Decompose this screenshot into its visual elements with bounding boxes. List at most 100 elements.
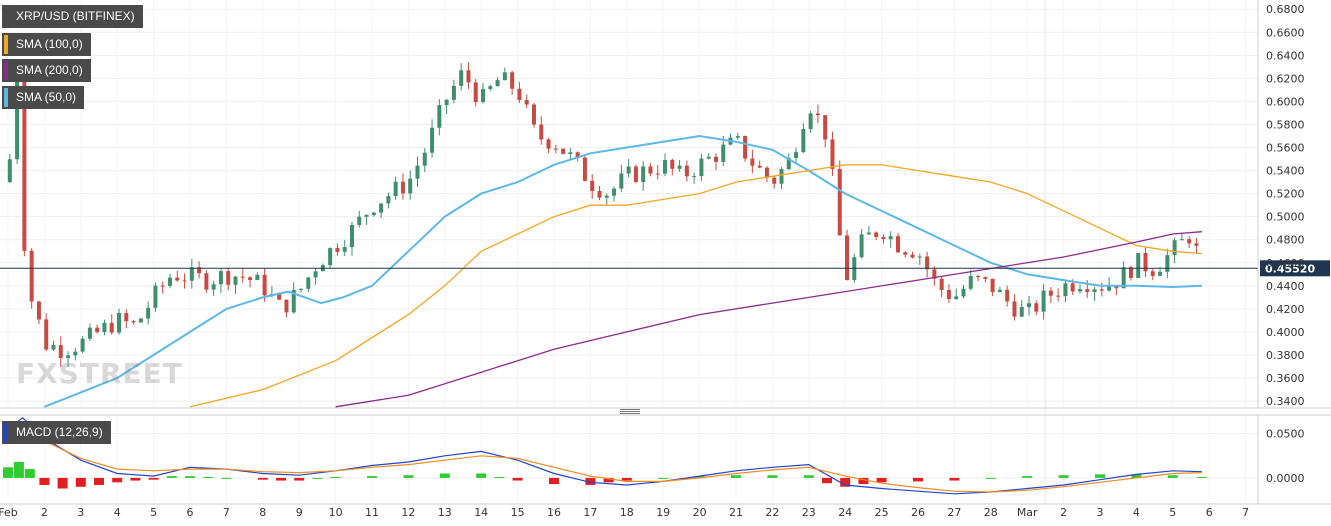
candle-body bbox=[750, 158, 755, 166]
x-tick-label: 3 bbox=[1097, 506, 1104, 519]
candle-body bbox=[95, 327, 100, 333]
y-tick-label: 0.5800 bbox=[1266, 118, 1305, 131]
candle-body bbox=[604, 195, 609, 198]
macd-histogram-bar bbox=[1058, 475, 1069, 478]
candle-body bbox=[626, 166, 631, 174]
candle-body bbox=[961, 288, 966, 297]
candle-body bbox=[932, 269, 937, 279]
candle-body bbox=[364, 214, 369, 217]
candle-body bbox=[619, 173, 624, 189]
candle-body bbox=[400, 181, 405, 194]
macd-histogram-bar bbox=[585, 477, 596, 485]
candle-body bbox=[823, 115, 828, 140]
candle-body bbox=[459, 70, 464, 86]
candle-body bbox=[517, 88, 522, 101]
legend-sma200[interactable]: SMA (200,0) bbox=[2, 59, 91, 82]
x-tick-label: 25 bbox=[875, 506, 889, 519]
legend-sma50[interactable]: SMA (50,0) bbox=[2, 86, 85, 109]
x-tick-label: 7 bbox=[1242, 506, 1249, 519]
candle-body bbox=[386, 196, 391, 204]
legend-swatch-sma200 bbox=[4, 61, 8, 80]
macd-histogram-bar bbox=[858, 477, 869, 485]
candle-body bbox=[1012, 301, 1017, 317]
candle-body bbox=[663, 159, 668, 174]
macd-histogram-bar bbox=[985, 477, 996, 479]
candle-body bbox=[968, 275, 973, 289]
legend-main-pair[interactable]: XRP/USD (BITFINEX) bbox=[2, 5, 143, 28]
candle-body bbox=[881, 236, 886, 240]
candle-body bbox=[1172, 240, 1177, 256]
macd-histogram-bar bbox=[1196, 477, 1207, 479]
legend-sma100[interactable]: SMA (100,0) bbox=[2, 33, 91, 56]
macd-histogram-bar bbox=[130, 477, 141, 481]
x-tick-label: 6 bbox=[187, 506, 194, 519]
candle-body bbox=[677, 165, 682, 169]
candle-body bbox=[226, 271, 231, 285]
macd-histogram-bar bbox=[24, 469, 35, 478]
candle-body bbox=[713, 156, 718, 162]
candle-body bbox=[895, 236, 900, 253]
macd-histogram-bar bbox=[731, 475, 741, 478]
candle-body bbox=[582, 157, 587, 181]
y-tick-label: 0.3800 bbox=[1266, 349, 1305, 362]
macd-histogram-bar bbox=[658, 477, 669, 479]
x-tick-label: 8 bbox=[259, 506, 266, 519]
x-tick-label: 4 bbox=[114, 506, 121, 519]
y-tick-label: 0.4800 bbox=[1266, 234, 1305, 247]
candle-body bbox=[379, 203, 384, 213]
candle-body bbox=[939, 278, 944, 291]
candle-body bbox=[218, 271, 223, 285]
x-tick-label: 14 bbox=[474, 506, 488, 519]
x-tick-label: 3 bbox=[77, 506, 84, 519]
candle-body bbox=[946, 290, 951, 299]
macd-histogram-bar bbox=[57, 477, 68, 489]
candle-body bbox=[568, 152, 573, 154]
candle-body bbox=[575, 152, 580, 158]
macd-histogram-bar bbox=[13, 461, 24, 478]
y-tick-label: 0.5600 bbox=[1266, 142, 1305, 155]
legend-macd[interactable]: MACD (12,26,9) bbox=[2, 421, 111, 444]
macd-histogram-bar bbox=[148, 477, 159, 480]
y-tick-label: 0.3600 bbox=[1266, 372, 1305, 385]
candle-body bbox=[131, 321, 136, 323]
x-tick-label: 22 bbox=[765, 506, 779, 519]
candle-body bbox=[66, 355, 71, 358]
candle-body bbox=[7, 159, 12, 183]
candle-body bbox=[313, 271, 318, 278]
y-tick-label: 0.5000 bbox=[1266, 211, 1305, 224]
candle-body bbox=[277, 294, 282, 300]
x-tick-label: 16 bbox=[547, 506, 561, 519]
macd-histogram-bar bbox=[39, 477, 50, 485]
macd-histogram-bar bbox=[3, 467, 13, 478]
x-tick-label: 10 bbox=[329, 506, 343, 519]
macd-histogram-bar bbox=[603, 477, 614, 483]
candle-body bbox=[531, 104, 536, 125]
candle-body bbox=[917, 256, 922, 258]
candle-body bbox=[954, 296, 959, 299]
candle-body bbox=[837, 168, 842, 236]
macd-histogram-bar bbox=[767, 475, 778, 478]
candle-body bbox=[488, 86, 493, 89]
candle-body bbox=[444, 99, 449, 106]
x-tick-label: 28 bbox=[984, 506, 998, 519]
y-tick-label: 0.3400 bbox=[1266, 395, 1305, 408]
macd-histogram-bar bbox=[694, 476, 705, 478]
candlestick-series bbox=[7, 62, 1199, 367]
candle-body bbox=[182, 280, 187, 282]
candle-body bbox=[262, 274, 267, 296]
candle-body bbox=[1143, 253, 1148, 272]
macd-histogram-bar bbox=[112, 477, 123, 483]
pane-resize-handle[interactable] bbox=[620, 408, 640, 414]
candle-body bbox=[910, 254, 915, 258]
macd-histogram-bar bbox=[840, 477, 851, 487]
candle-body bbox=[1187, 239, 1192, 244]
macd-histogram-bar bbox=[330, 477, 341, 479]
candle-body bbox=[240, 276, 245, 278]
candle-body bbox=[415, 165, 420, 179]
candle-body bbox=[597, 190, 602, 198]
macd-histogram-bar bbox=[803, 475, 814, 478]
legend-swatch-sma50 bbox=[4, 88, 8, 107]
candle-body bbox=[87, 327, 92, 339]
macd-histogram-bar bbox=[1095, 474, 1105, 478]
